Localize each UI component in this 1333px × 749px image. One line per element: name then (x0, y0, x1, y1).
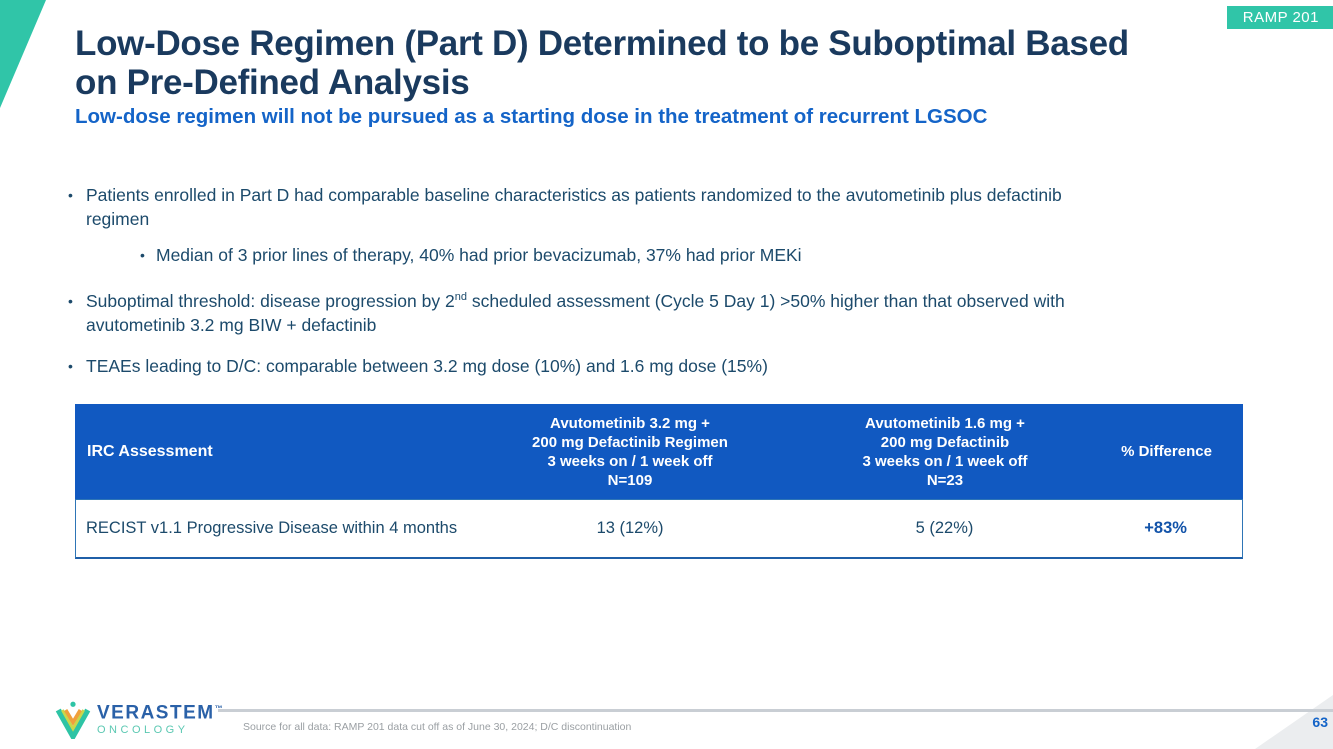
teal-corner-accent (0, 0, 46, 108)
table-cell-value: 13 (12%) (596, 519, 664, 537)
table-header-avutometinib-3-2: Avutometinib 3.2 mg + 200 mg Defactinib … (532, 414, 728, 489)
bullet-text: TEAEs leading to D/C: comparable between… (86, 354, 1293, 378)
bullet-text-line: TEAEs leading to D/C: comparable between… (86, 356, 768, 376)
table-header-row: IRC Assessment Avutometinib 3.2 mg + 200… (75, 404, 1243, 499)
logo-text: VERASTEM™ ONCOLOGY (97, 699, 223, 737)
bullet-item-prior-therapy: • Median of 3 prior lines of therapy, 40… (140, 243, 1293, 267)
table-cell-difference: +83% (1144, 519, 1187, 537)
bullet-text: Patients enrolled in Part D had comparab… (86, 183, 1293, 231)
bullet-marker: • (68, 187, 73, 203)
irc-assessment-table: IRC Assessment Avutometinib 3.2 mg + 200… (75, 404, 1243, 559)
bullet-text-line: Suboptimal threshold: disease progressio… (86, 289, 1293, 313)
bullet-text-line: regimen (86, 209, 150, 229)
trademark-symbol: ™ (215, 704, 223, 713)
table-header-avutometinib-1-6: Avutometinib 1.6 mg + 200 mg Defactinib … (862, 414, 1028, 489)
verastem-logo: VERASTEM™ ONCOLOGY (55, 699, 223, 744)
table-header-irc-assessment: IRC Assessment (87, 443, 213, 460)
superscript-ordinal: nd (454, 291, 467, 304)
bullet-text-line: avutometinib 3.2 mg BIW + defactinib (86, 315, 377, 335)
bullet-text-segment: Suboptimal threshold: disease progressio… (86, 291, 455, 311)
source-note: Source for all data: RAMP 201 data cut o… (243, 721, 632, 733)
bullet-text: Median of 3 prior lines of therapy, 40% … (156, 243, 1293, 267)
slide-title-line-2: on Pre-Defined Analysis (75, 63, 470, 102)
bullet-marker: • (140, 247, 145, 263)
logo-v-icon (55, 699, 91, 744)
logo-division: ONCOLOGY (97, 724, 189, 737)
bullet-item-baseline: • Patients enrolled in Part D had compar… (68, 183, 1293, 231)
bullet-item-suboptimal-threshold: • Suboptimal threshold: disease progress… (68, 289, 1293, 337)
bullet-list: • Patients enrolled in Part D had compar… (68, 183, 1293, 378)
bullet-marker: • (68, 358, 73, 374)
slide-title-line-1: Low-Dose Regimen (Part D) Determined to … (75, 24, 1129, 63)
table-row: RECIST v1.1 Progressive Disease within 4… (75, 499, 1243, 559)
bullet-text-segment: scheduled assessment (Cycle 5 Day 1) >50… (466, 291, 1065, 311)
bullet-item-teaes: • TEAEs leading to D/C: comparable betwe… (68, 354, 1293, 378)
slide-subtitle: Low-dose regimen will not be pursued as … (75, 105, 988, 128)
table-cell-value: 5 (22%) (915, 519, 974, 537)
logo-wordmark: VERASTEM™ (97, 699, 223, 723)
bullet-text-line: Median of 3 prior lines of therapy, 40% … (156, 245, 802, 265)
footer-divider (218, 709, 1333, 712)
table-header-percent-difference: % Difference (1121, 443, 1212, 460)
bullet-marker: • (68, 293, 73, 309)
study-badge: RAMP 201 (1226, 6, 1333, 29)
table-cell-label: RECIST v1.1 Progressive Disease within 4… (86, 519, 458, 537)
title-block: Low-Dose Regimen (Part D) Determined to … (75, 24, 1315, 129)
bullet-text: Suboptimal threshold: disease progressio… (86, 289, 1293, 337)
page-number: 63 (1312, 714, 1328, 730)
bullet-text-line: Patients enrolled in Part D had comparab… (86, 185, 1062, 205)
